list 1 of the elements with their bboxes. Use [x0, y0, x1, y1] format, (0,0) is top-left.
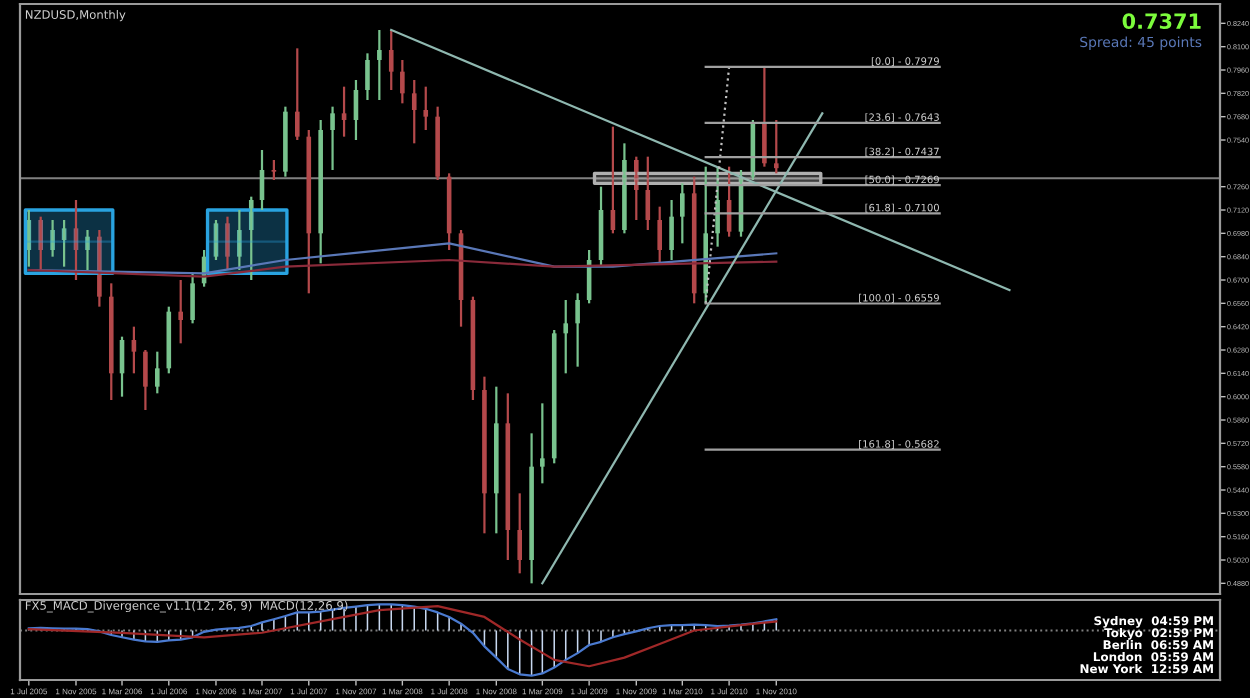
- annotation: 0.7371: [1122, 13, 1201, 29]
